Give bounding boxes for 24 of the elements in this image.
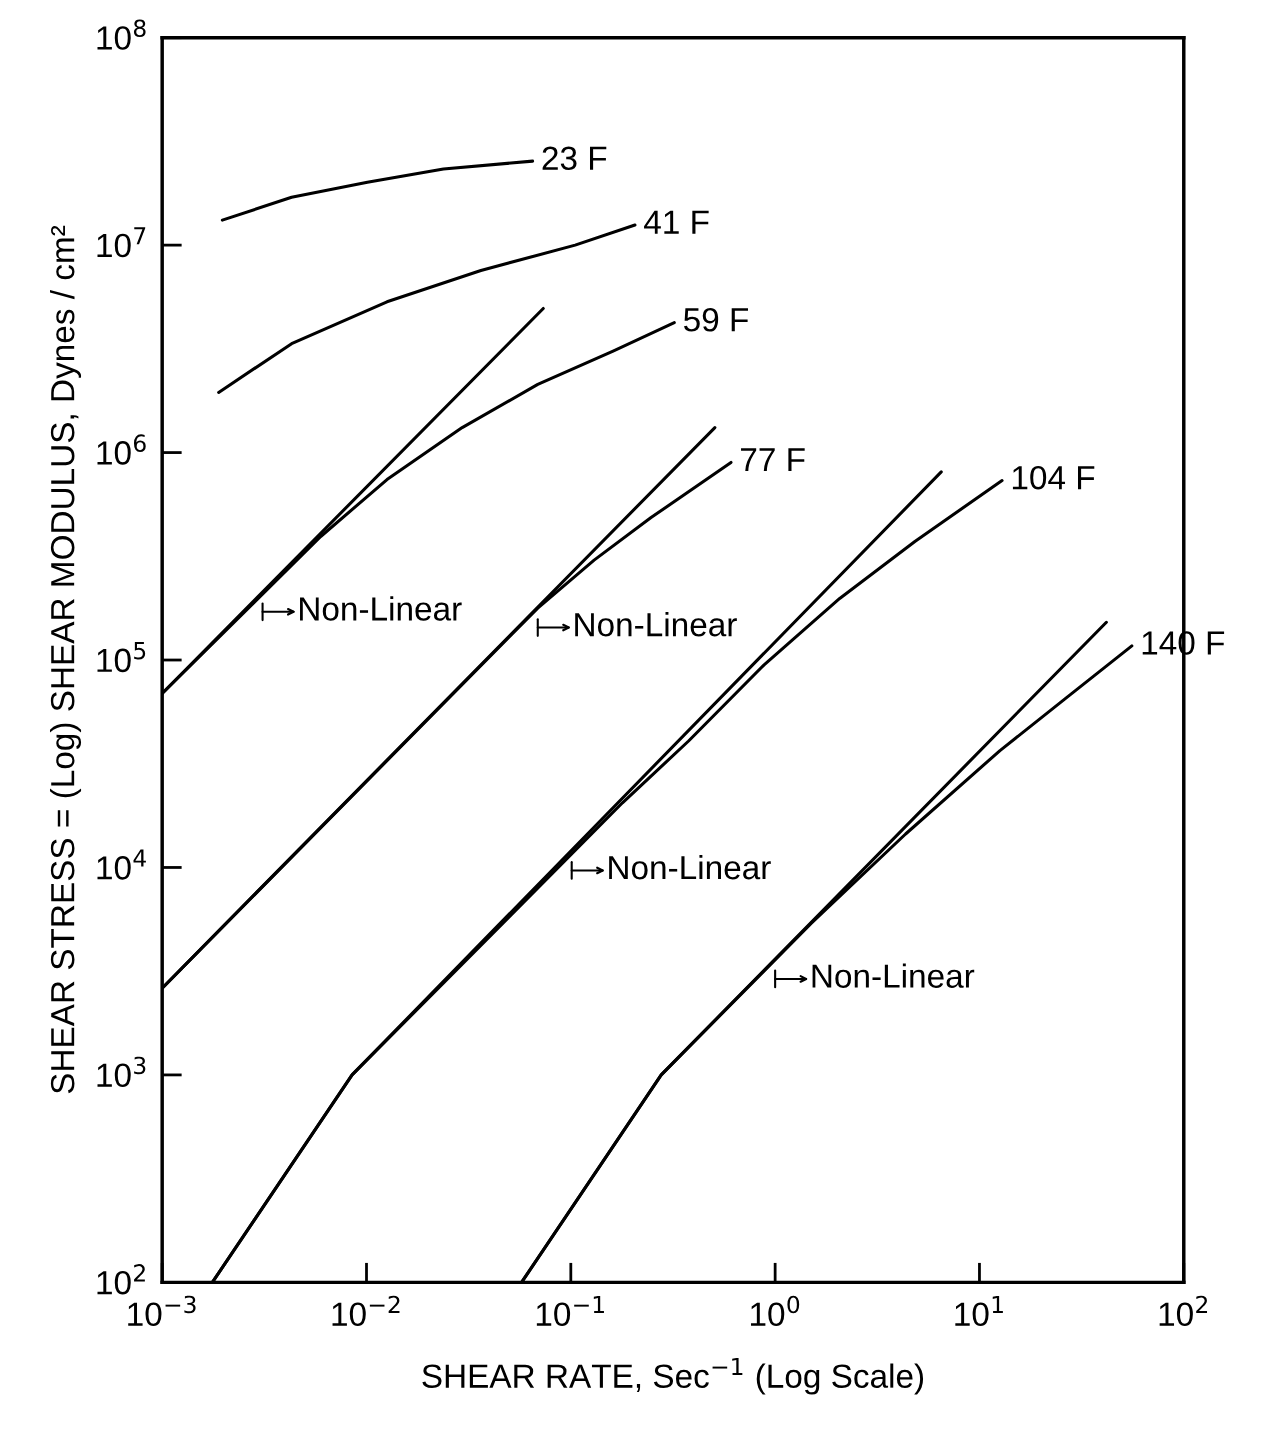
x-tick-label: 10$^{1}$ <box>955 1295 1003 1327</box>
annotation: Non-Linear <box>812 963 975 988</box>
series-label: 104 F <box>1012 465 1095 490</box>
series-label: 23 F <box>542 146 607 171</box>
annotation: Non-Linear <box>575 611 737 637</box>
y-tick-label: 10$^{2}$ <box>97 1264 145 1295</box>
y-tick-label: 10$^{3}$ <box>97 1056 146 1088</box>
series-label: 77 F <box>741 448 805 472</box>
annotation: Non-Linear <box>300 596 462 621</box>
series-label: 41 F <box>644 210 709 234</box>
y-tick-label: 10$^{4}$ <box>97 849 146 880</box>
x-tick-label: 10$^{−3}$ <box>128 1295 196 1327</box>
y-tick-label: 10$^{7}$ <box>97 227 146 258</box>
x-tick-label: 10$^{2}$ <box>1159 1295 1208 1327</box>
x-tick-label: 10$^{−1}$ <box>536 1295 604 1327</box>
series-label: 59 F <box>683 307 749 332</box>
y-axis-title: SHEAR STRESS = (Log) SHEAR MODULUS, Dynes / cm² <box>49 225 82 1094</box>
y-tick-label: 10$^{5}$ <box>97 642 146 673</box>
x-tick-label: 10$^{−2}$ <box>332 1295 400 1327</box>
y-tick-label: 10$^{8}$ <box>97 19 146 50</box>
x-tick-label: 10$^{0}$ <box>751 1295 800 1327</box>
x-axis-title: SHEAR RATE, Sec$^{−1}$ (Log Scale) <box>422 1357 924 1395</box>
annotation: Non-Linear <box>609 854 771 880</box>
y-tick-label: 10$^{6}$ <box>97 434 146 465</box>
